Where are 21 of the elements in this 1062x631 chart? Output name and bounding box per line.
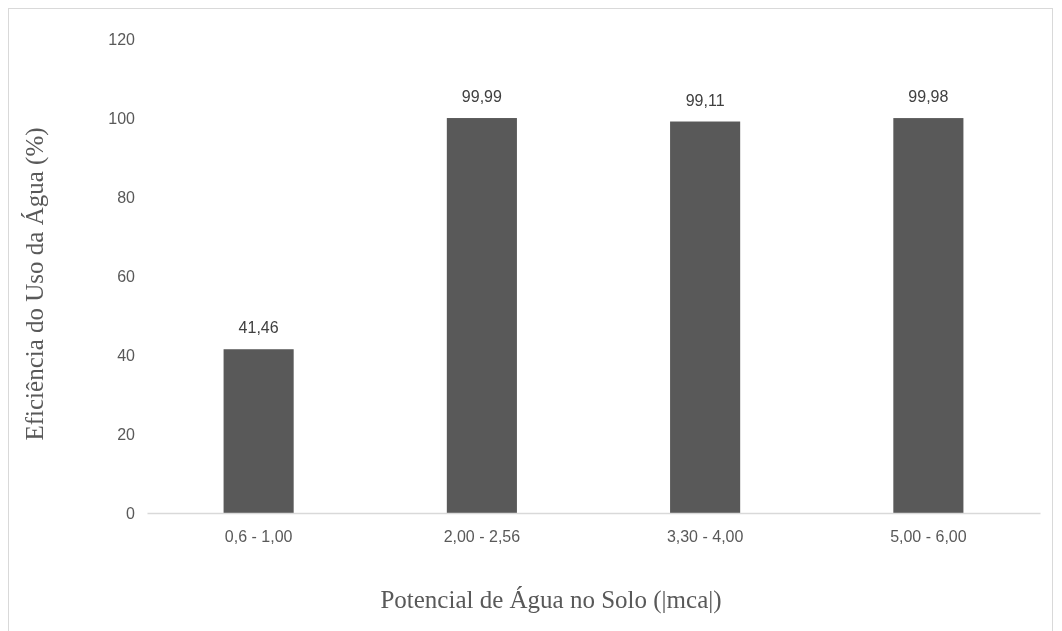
y-axis-title: Eficiência do Uso da Água (%) xyxy=(21,127,49,441)
x-tick-label: 3,30 - 4,00 xyxy=(666,528,744,546)
y-tick-label: 60 xyxy=(117,267,136,285)
y-tick-label: 80 xyxy=(117,188,136,206)
bar xyxy=(893,118,964,513)
y-tick-label: 120 xyxy=(108,30,136,48)
y-tick-label: 40 xyxy=(117,346,136,364)
x-tick-label: 0,6 - 1,00 xyxy=(224,528,293,546)
data-label: 99,98 xyxy=(908,88,949,106)
y-tick-label: 20 xyxy=(117,425,136,443)
x-axis-title: Potencial de Água no Solo (|mca|) xyxy=(380,586,722,614)
y-tick-label: 0 xyxy=(126,504,136,522)
data-label: 99,11 xyxy=(685,91,725,109)
data-label: 41,46 xyxy=(238,319,279,337)
x-tick-label: 2,00 - 2,56 xyxy=(443,528,521,546)
x-tick-label: 5,00 - 6,00 xyxy=(890,528,967,546)
bar xyxy=(670,121,741,513)
data-label: 99,99 xyxy=(461,88,502,106)
y-tick-label: 100 xyxy=(108,109,136,127)
bar xyxy=(223,349,294,513)
bar xyxy=(446,118,517,513)
